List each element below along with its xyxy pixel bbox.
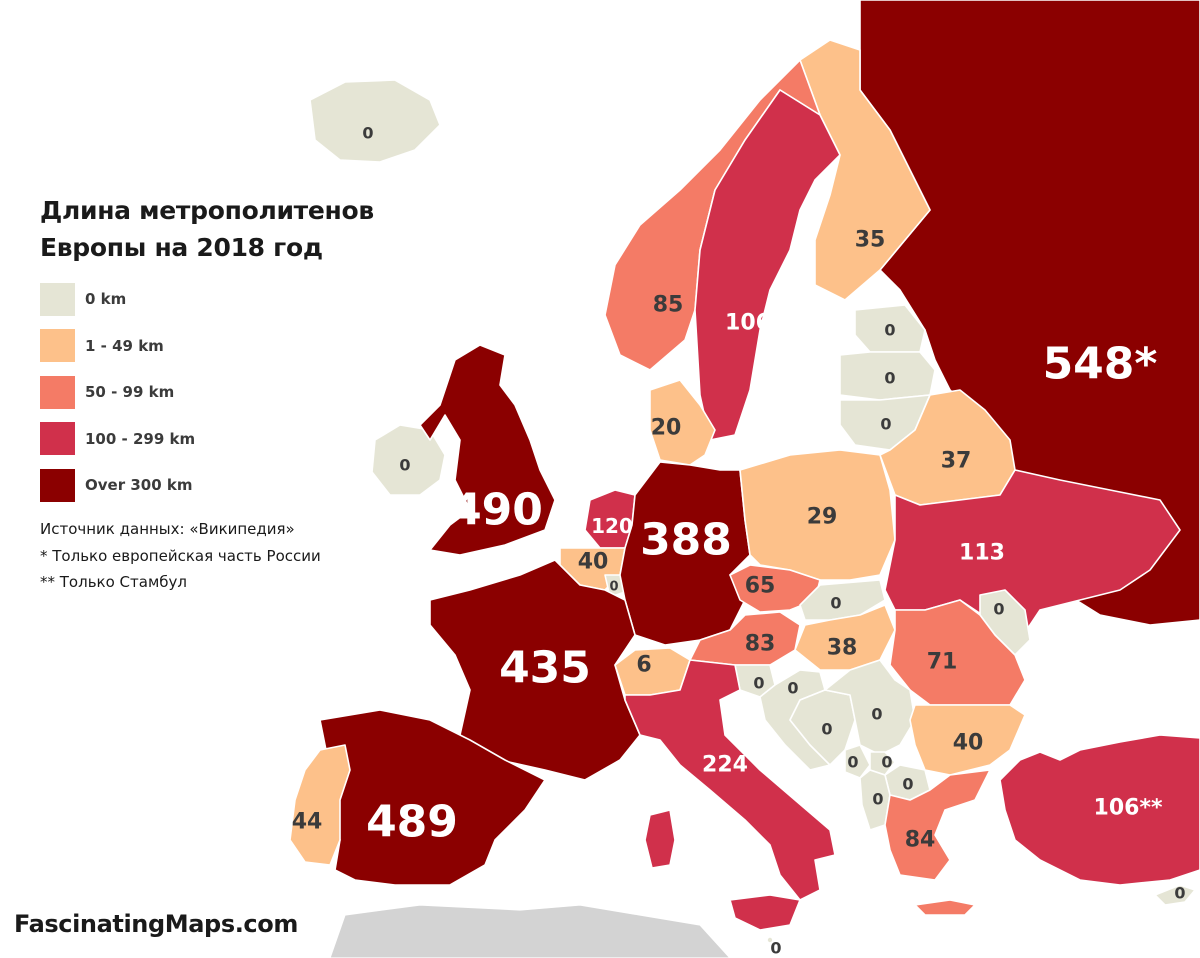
legend-item: 0 km — [40, 276, 195, 323]
map-label-turkey: 106** — [1094, 796, 1163, 821]
map-label-russia: 548* — [1043, 339, 1158, 390]
legend-label: 0 km — [85, 290, 127, 309]
map-label-albania: 0 — [872, 790, 883, 809]
map-label-lithuania: 0 — [880, 415, 891, 434]
map-label-switzerland: 6 — [636, 653, 651, 678]
legend-item: 1 - 49 km — [40, 323, 195, 370]
map-label-hungary: 38 — [827, 636, 858, 661]
map-label-portugal: 44 — [292, 810, 323, 835]
map-label-slovakia: 0 — [830, 594, 841, 613]
footnote-russia: * Только европейская часть России — [40, 546, 321, 565]
map-label-spain: 489 — [366, 797, 458, 848]
map-label-north-macedonia: 0 — [902, 775, 913, 794]
legend-swatch — [40, 375, 75, 409]
map-label-ukraine: 113 — [959, 541, 1005, 566]
map-label-slovenia: 0 — [753, 674, 764, 693]
country-kosovo — [869, 751, 896, 776]
country-montenegro — [844, 744, 871, 779]
legend-swatch — [40, 468, 75, 502]
map-label-netherlands: 120 — [591, 514, 633, 538]
map-label-uk: 490 — [451, 485, 543, 536]
country-portugal — [289, 744, 351, 866]
map-title-line2: Европы на 2018 год — [40, 233, 323, 262]
footnote-istanbul: ** Только Стамбул — [40, 573, 187, 591]
country-italy — [624, 659, 836, 901]
country-bulgaria — [909, 704, 1026, 776]
map-label-france: 435 — [499, 643, 591, 694]
legend-item: 100 - 299 km — [40, 416, 195, 463]
map-label-bulgaria: 40 — [953, 731, 984, 756]
legend-label: 50 - 99 km — [85, 383, 175, 402]
country-iceland — [309, 79, 441, 163]
legend-swatch — [40, 329, 75, 363]
country-malta — [766, 936, 774, 944]
map-label-italy: 224 — [702, 753, 748, 778]
country-latvia — [839, 351, 936, 401]
map-title-line1: Длина метрополитенов — [40, 196, 374, 225]
source-notes: Источник данных: «Википедия» * Только ев… — [40, 516, 321, 596]
map-label-poland: 29 — [807, 505, 838, 530]
map-label-montenegro: 0 — [847, 753, 858, 772]
map-label-denmark: 20 — [651, 416, 682, 441]
map-label-sweden: 106 — [725, 311, 771, 336]
country-italy-sardinia — [644, 809, 676, 869]
map-label-greece: 84 — [905, 828, 936, 853]
map-label-estonia: 0 — [884, 321, 895, 340]
country-ireland — [371, 424, 446, 496]
country-germany — [619, 461, 751, 646]
map-label-kosovo: 0 — [881, 753, 892, 772]
legend-item: Over 300 km — [40, 462, 195, 509]
legend-item: 50 - 99 km — [40, 369, 195, 416]
map-label-germany: 388 — [640, 515, 732, 566]
map-label-iceland: 0 — [362, 124, 373, 143]
map-label-romania: 71 — [927, 650, 958, 675]
country-uk — [419, 344, 556, 556]
map-label-bosnia: 0 — [821, 720, 832, 739]
north-africa — [329, 904, 731, 958]
country-denmark — [649, 379, 716, 466]
legend-label: 100 - 299 km — [85, 429, 196, 448]
map-label-moldova: 0 — [993, 600, 1004, 619]
map-label-luxembourg: 0 — [609, 580, 618, 595]
source-note: Источник данных: «Википедия» — [40, 520, 295, 538]
country-cyprus — [1154, 884, 1196, 906]
country-slovakia — [799, 579, 886, 621]
country-romania — [889, 599, 1026, 706]
watermark: FascinatingMaps.com — [14, 910, 298, 938]
country-switzerland — [614, 647, 691, 696]
country-greece — [884, 769, 991, 881]
map-label-cyprus: 0 — [1174, 884, 1185, 903]
map-label-finland: 35 — [855, 228, 886, 253]
map-label-malta: 0 — [770, 939, 781, 958]
legend-label: 1 - 49 km — [85, 336, 164, 355]
map-label-austria: 83 — [745, 632, 776, 657]
map-label-belgium: 40 — [578, 550, 609, 575]
legend-swatch — [40, 282, 75, 316]
country-greece-crete — [914, 899, 976, 916]
map-label-latvia: 0 — [884, 369, 895, 388]
map-label-serbia: 0 — [871, 705, 882, 724]
legend-swatch — [40, 422, 75, 456]
country-turkey — [999, 734, 1200, 886]
map-title: Длина метрополитенов Европы на 2018 год — [40, 192, 374, 266]
country-hungary — [794, 604, 896, 671]
map-label-belarus: 37 — [941, 449, 972, 474]
map-label-croatia: 0 — [787, 679, 798, 698]
country-finland — [799, 39, 931, 301]
country-poland — [739, 449, 896, 581]
map-label-ireland: 0 — [399, 456, 410, 475]
country-italy-sicily — [729, 894, 801, 931]
map-label-norway: 85 — [653, 293, 684, 318]
country-serbia — [824, 659, 916, 756]
legend-label: Over 300 km — [85, 476, 193, 495]
country-sweden — [694, 89, 841, 441]
legend: 0 km 1 - 49 km 50 - 99 km 100 - 299 km O… — [40, 276, 195, 509]
map-label-czechia: 65 — [745, 574, 776, 599]
